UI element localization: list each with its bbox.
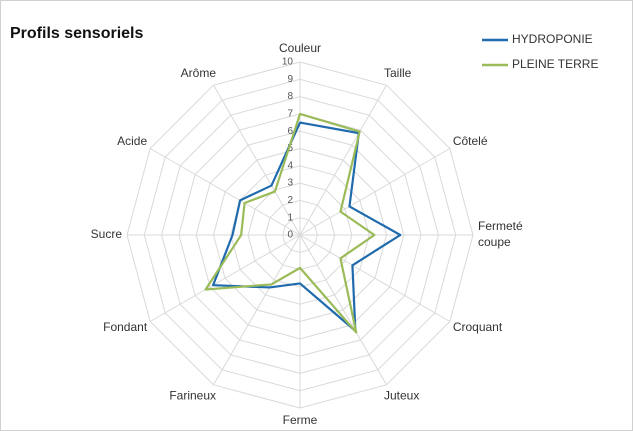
- category-label: Arôme: [181, 66, 217, 80]
- legend-label: PLEINE TERRE: [512, 57, 598, 71]
- spoke: [149, 148, 301, 236]
- legend-label: HYDROPONIE: [512, 32, 593, 46]
- r-tick-label: 4: [287, 160, 293, 171]
- series-line: [204, 112, 376, 334]
- category-label: Côtelé: [453, 134, 488, 148]
- spoke: [213, 234, 301, 386]
- chart-title: Profils sensoriels: [10, 25, 143, 42]
- r-tick-label: 10: [282, 57, 294, 68]
- r-tick-label: 2: [287, 195, 293, 206]
- r-tick-label: 5: [287, 143, 293, 154]
- category-label: Juteux: [384, 388, 419, 402]
- category-label: Taille: [384, 66, 412, 80]
- category-label: Sucre: [91, 227, 123, 241]
- category-label: Acide: [117, 134, 147, 148]
- r-tick-label: 1: [287, 212, 293, 223]
- spoke: [299, 234, 451, 322]
- category-label: Couleur: [279, 41, 321, 55]
- series-line: [212, 121, 402, 332]
- r-tick-label: 0: [287, 230, 293, 241]
- spoke: [299, 234, 387, 386]
- category-label-line: Fermeté: [478, 219, 523, 233]
- spoke: [213, 84, 301, 236]
- r-tick-label: 3: [287, 178, 293, 189]
- r-tick-label: 9: [287, 74, 293, 85]
- category-label: Croquant: [453, 320, 503, 334]
- category-label: Farineux: [169, 388, 216, 402]
- spoke: [299, 148, 451, 236]
- category-label-line: coupe: [478, 235, 511, 249]
- spoke: [299, 84, 387, 236]
- r-tick-label: 6: [287, 126, 293, 137]
- category-label: Ferme: [283, 413, 318, 427]
- r-tick-label: 7: [287, 109, 293, 120]
- category-label: Fermeté coupe: [478, 219, 523, 249]
- r-tick-label: 8: [287, 91, 293, 102]
- spoke: [149, 234, 301, 322]
- category-label: Fondant: [103, 320, 148, 334]
